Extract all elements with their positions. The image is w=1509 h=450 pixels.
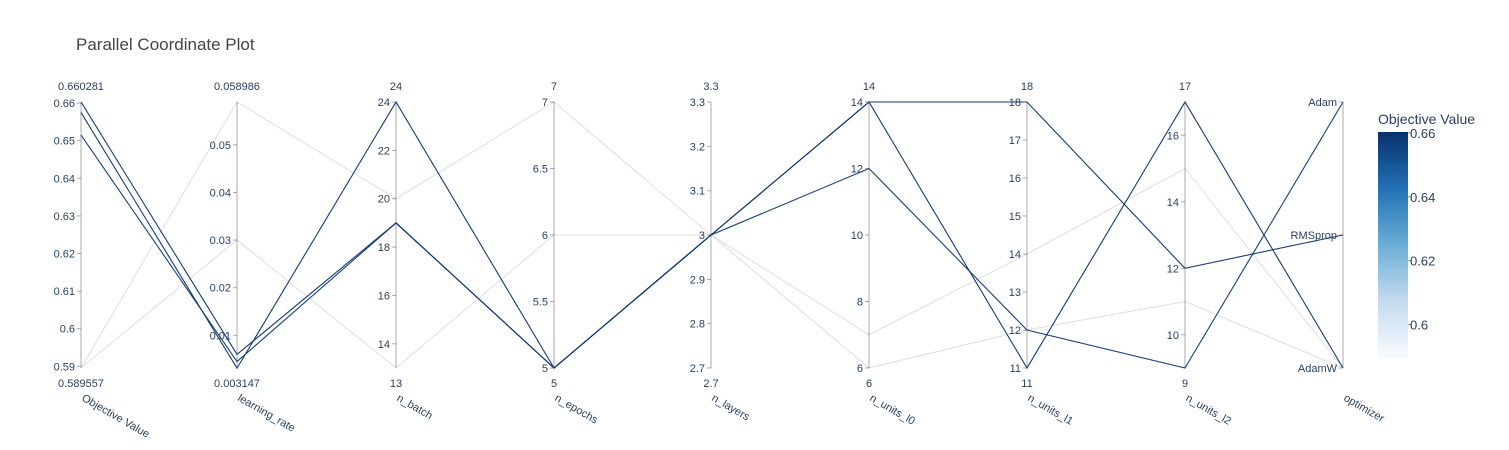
tick-label: 6.5 — [533, 164, 548, 176]
tick-label: 17 — [1009, 135, 1021, 147]
tick-label: 5.5 — [533, 297, 548, 309]
series-line-5 — [80, 234, 1344, 369]
tick-label: 14 — [851, 97, 863, 109]
tick-label: 0.59 — [54, 361, 75, 373]
tick-label: 6 — [857, 363, 863, 375]
axis-min-label: 6 — [866, 378, 872, 390]
tick-label: 0.6 — [60, 324, 75, 336]
tick-label: 11 — [1010, 363, 1021, 375]
axis-title: n_batch — [395, 392, 435, 422]
tick-label: 0.02 — [210, 283, 231, 295]
colorbar: Objective Value 0.6 0.62 0.64 0.66 — [1378, 111, 1475, 358]
colorbar-tick-label: 0.64 — [1410, 190, 1435, 205]
axis-max-label: 17 — [1179, 81, 1191, 93]
chart-title: Parallel Coordinate Plot — [76, 35, 255, 54]
tick-label: 0.61 — [54, 286, 75, 298]
tick-label: 18 — [1009, 97, 1021, 109]
series-lines — [80, 100, 1344, 370]
axis-min-label: 11 — [1021, 378, 1032, 390]
tick-label: 14 — [378, 339, 390, 351]
axis-n_units_l2[interactable]: 10 12 14 16 17 9 n_units_l2 — [1167, 81, 1233, 428]
tick-label: 3.3 — [690, 97, 705, 109]
tick-label: 20 — [378, 194, 390, 206]
tick-label: 0.03 — [210, 235, 231, 247]
axis-title: optimizer — [1342, 392, 1387, 425]
tick-label: 18 — [378, 242, 390, 254]
axis-max-label: 0.058986 — [214, 81, 260, 93]
axis-min-label: 0.589557 — [58, 378, 104, 390]
tick-label: 0.05 — [210, 140, 231, 152]
axis-max-label: 0.660281 — [58, 81, 104, 93]
tick-label: 2.8 — [690, 319, 705, 331]
tick-label: 0.01 — [210, 330, 231, 342]
tick-label: 16 — [1009, 173, 1021, 185]
tick-label: 0.64 — [54, 173, 75, 185]
tick-label: 3.2 — [690, 141, 705, 153]
colorbar-tick-label: 0.6 — [1410, 318, 1428, 333]
tick-label: 16 — [1167, 130, 1179, 142]
tick-label: 3.1 — [690, 186, 705, 198]
tick-label: 0.04 — [210, 187, 231, 199]
axis-min-label: 13 — [390, 378, 402, 390]
tick-label: 10 — [851, 230, 863, 242]
axis-objective[interactable]: 0.59 0.6 0.61 0.62 0.63 0.64 0.65 0.66 0.660281 0… — [54, 81, 152, 441]
tick-label: 13 — [1009, 287, 1021, 299]
colorbar-tick-label: 0.66 — [1410, 126, 1435, 141]
axis-max-label: 14 — [863, 81, 875, 93]
tick-label: 22 — [378, 145, 390, 157]
axis-max-label: 7 — [551, 81, 557, 93]
axes-group: 0.59 0.6 0.61 0.62 0.63 0.64 0.65 0.66 0.660281 0… — [54, 81, 1387, 441]
axis-max-label: 3.3 — [703, 81, 718, 93]
tick-label: 12 — [1167, 263, 1179, 275]
axis-n_layers[interactable]: 2.7 2.8 2.9 3 3.1 3.2 3.3 3.3 2.7 n_layers — [690, 81, 752, 424]
tick-label: 2.9 — [690, 274, 705, 286]
axis-max-label: 24 — [390, 81, 402, 93]
axis-title: n_epochs — [553, 392, 601, 426]
series-line-1 — [80, 100, 1344, 370]
tick-label: 2.7 — [690, 363, 705, 375]
axis-title: n_units_l2 — [1184, 392, 1233, 427]
tick-label: 8 — [857, 297, 863, 309]
tick-label: Adam — [1308, 97, 1337, 109]
axis-min-label: 2.7 — [703, 378, 718, 390]
axis-min-label: 0.003147 — [214, 378, 260, 390]
tick-label: 6 — [542, 230, 548, 242]
axis-title: n_layers — [710, 392, 752, 423]
axis-max-label: 18 — [1021, 81, 1033, 93]
tick-label: 0.62 — [54, 249, 75, 261]
tick-label: 12 — [1009, 325, 1021, 337]
colorbar-gradient — [1378, 132, 1408, 358]
colorbar-tick-label: 0.62 — [1410, 254, 1435, 269]
axis-title: Objective Value — [80, 392, 152, 441]
tick-label: RMSprop — [1291, 230, 1337, 242]
tick-label: 14 — [1009, 249, 1021, 261]
tick-label: 7 — [542, 97, 548, 109]
tick-label: 16 — [378, 290, 390, 302]
tick-label: 24 — [378, 97, 390, 109]
tick-label: 0.65 — [54, 136, 75, 148]
axis-learning_rate[interactable]: 0.01 0.02 0.03 0.04 0.05 0.058986 0.003147 lear… — [210, 81, 298, 435]
tick-label: 0.63 — [54, 211, 75, 223]
axis-title: learning_rate — [236, 392, 298, 435]
tick-label: 14 — [1167, 197, 1179, 209]
axis-title: n_units_l0 — [868, 392, 917, 427]
tick-label: 5 — [542, 363, 548, 375]
axis-min-label: 9 — [1182, 378, 1188, 390]
axis-optimizer[interactable]: AdamW RMSprop Adam optimizer — [1291, 97, 1387, 425]
tick-label: 10 — [1167, 330, 1179, 342]
axis-min-label: 5 — [551, 378, 557, 390]
axis-title: n_units_l1 — [1026, 392, 1075, 427]
tick-label: AdamW — [1298, 363, 1338, 375]
tick-label: 15 — [1009, 211, 1021, 223]
tick-label: 3 — [699, 230, 705, 242]
tick-label: 12 — [851, 164, 863, 176]
colorbar-title: Objective Value — [1378, 111, 1475, 127]
tick-label: 0.66 — [54, 98, 75, 110]
